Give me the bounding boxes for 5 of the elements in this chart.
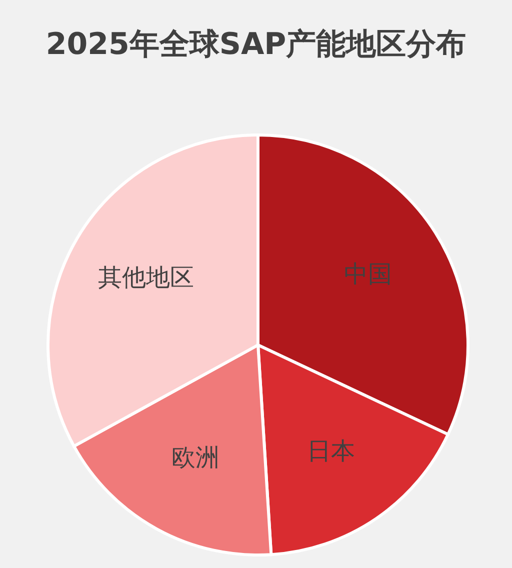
slice-label: 其他地区 — [98, 263, 194, 292]
slice-label: 欧洲 — [171, 444, 220, 472]
slice-label: 中国 — [344, 260, 392, 288]
chart-title: 2025年全球SAP产能地区分布 — [46, 27, 466, 62]
slice-label: 日本 — [307, 437, 356, 466]
